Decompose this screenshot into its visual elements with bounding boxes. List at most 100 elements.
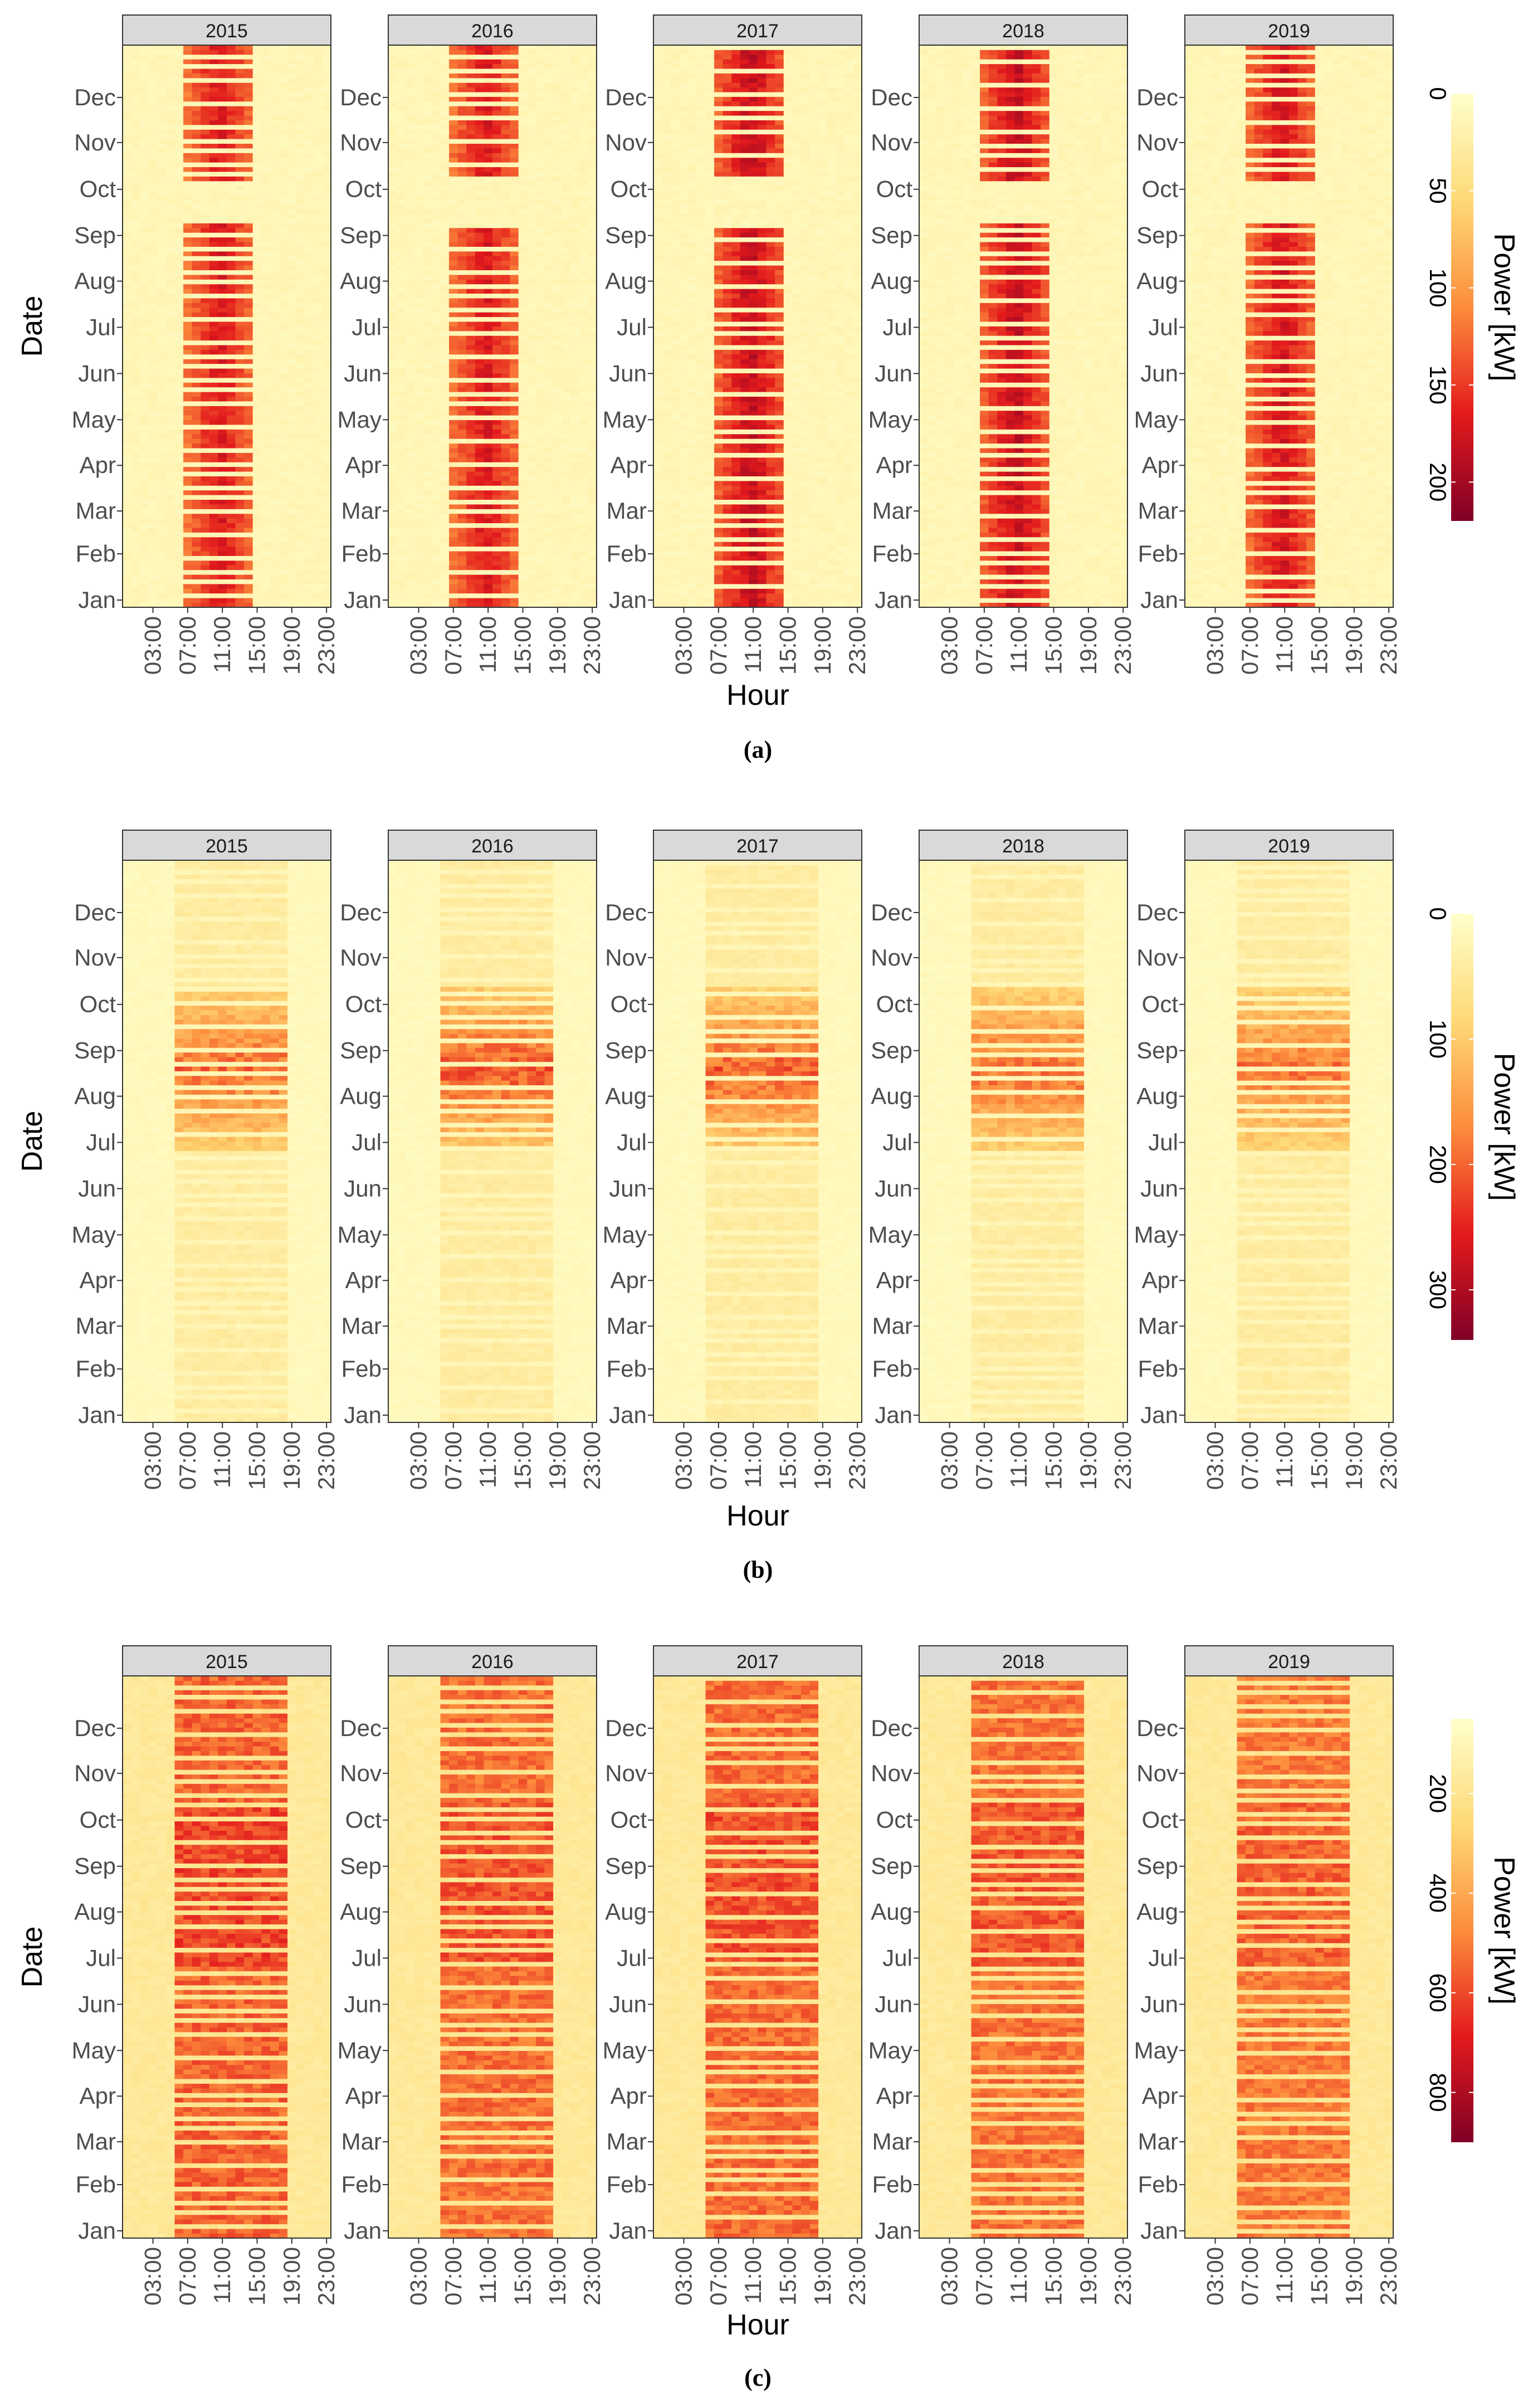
heat-cell <box>218 54 227 60</box>
heat-cell <box>475 593 485 598</box>
heat-cell <box>440 349 450 355</box>
heat-cell <box>148 387 158 392</box>
heat-cell <box>397 218 406 223</box>
heat-cell <box>553 546 563 552</box>
heat-cell <box>423 485 432 491</box>
heat-cell <box>270 298 280 303</box>
heat-cell <box>305 265 314 270</box>
heat-cell <box>261 92 271 97</box>
heat-cell <box>261 54 271 60</box>
heat-cell <box>201 120 210 125</box>
heat-cell <box>322 546 331 552</box>
heat-cell <box>157 401 167 406</box>
heat-cell <box>305 452 314 458</box>
heat-cell <box>562 532 571 538</box>
heat-cell <box>484 345 493 350</box>
heat-cell <box>270 504 280 509</box>
heat-cell <box>518 359 528 364</box>
heat-cell <box>157 265 167 270</box>
heat-cell <box>227 425 236 430</box>
heat-cell <box>431 326 441 332</box>
heat-cell <box>201 64 210 69</box>
heat-cell <box>457 359 467 364</box>
heat-cell <box>475 415 485 421</box>
heat-cell <box>183 87 193 92</box>
heat-cell <box>192 270 201 275</box>
heat-cell <box>235 401 245 406</box>
heat-cell <box>579 218 589 223</box>
heat-cell <box>123 50 132 55</box>
heat-cell <box>227 528 236 533</box>
heat-cell <box>544 485 554 491</box>
heat-cell <box>296 50 305 55</box>
heat-cell <box>201 537 210 542</box>
heat-cell <box>183 59 193 65</box>
heat-cell <box>510 579 519 584</box>
heat-cell <box>305 199 314 205</box>
heat-cell <box>588 321 597 326</box>
heat-cell <box>183 251 193 256</box>
heat-cell <box>414 485 423 491</box>
heat-cell <box>544 316 554 322</box>
heat-cell <box>270 270 280 275</box>
heat-cell <box>252 504 262 509</box>
heat-cell <box>218 448 227 453</box>
heat-cell <box>510 480 519 486</box>
heat-cell <box>183 598 193 603</box>
heat-cell <box>148 303 158 308</box>
heat-cell <box>148 195 158 200</box>
heat-cell <box>131 528 140 533</box>
heat-cell <box>562 209 571 215</box>
heat-cell <box>183 124 193 130</box>
heat-cell <box>157 223 167 228</box>
heat-cell <box>140 172 149 177</box>
heat-cell <box>279 476 288 481</box>
heat-cell <box>544 471 554 476</box>
heat-cell <box>510 537 519 542</box>
heat-cell <box>157 602 167 608</box>
heat-cell <box>475 223 485 228</box>
heat-cell <box>570 410 580 416</box>
heat-cell <box>218 172 227 177</box>
heat-cell <box>140 237 149 242</box>
heat-cell <box>157 406 167 411</box>
heat-cell <box>218 326 227 332</box>
heat-cell <box>209 415 219 421</box>
heat-cell <box>287 64 297 69</box>
heat-cell <box>553 410 563 416</box>
heat-cell <box>148 485 158 491</box>
heat-cell <box>192 143 201 149</box>
heat-cell <box>423 246 432 252</box>
heat-cell <box>510 528 519 533</box>
heat-cell <box>501 509 510 514</box>
heat-cell <box>140 227 149 233</box>
heat-cell <box>279 387 288 392</box>
heat-cell <box>201 298 210 303</box>
heat-cell <box>123 73 132 79</box>
heat-cell <box>322 330 331 336</box>
heat-cell <box>313 602 323 608</box>
heat-cell <box>475 209 485 215</box>
heat-cell <box>466 583 476 589</box>
heat-cell <box>209 284 219 289</box>
heat-cell <box>131 509 140 514</box>
heat-cell <box>414 373 423 378</box>
heat-cell <box>252 293 262 299</box>
heat-cell <box>157 509 167 514</box>
heat-cell <box>457 480 467 486</box>
heat-cell <box>570 518 580 524</box>
heat-cell <box>209 373 219 378</box>
heat-cell <box>518 438 528 444</box>
heat-cell <box>140 443 149 449</box>
heat-cell <box>440 326 450 332</box>
heat-cell <box>322 260 331 266</box>
heat-cell <box>501 523 510 528</box>
heat-cell <box>501 462 510 467</box>
heat-cell <box>227 448 236 453</box>
heat-cell <box>322 542 331 547</box>
heat-cell <box>174 237 184 242</box>
heat-cell <box>510 349 519 355</box>
heat-cell <box>562 480 571 486</box>
heat-cell <box>313 218 323 223</box>
heat-cell <box>553 551 563 556</box>
